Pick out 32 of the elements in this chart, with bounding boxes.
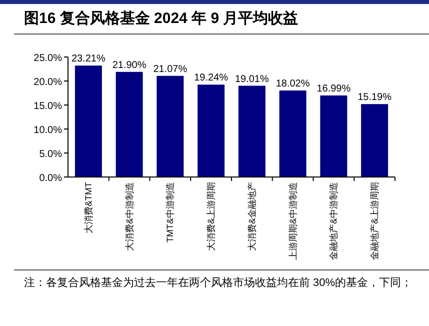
data-label: 18.02% (276, 78, 310, 90)
data-label: 19.24% (194, 72, 228, 84)
data-label: 15.19% (358, 92, 392, 104)
y-tick-label: 15.0% (34, 101, 62, 112)
y-tick-label: 25.0% (34, 53, 62, 64)
data-label: 16.99% (316, 83, 351, 94)
data-label: 21.90% (112, 60, 146, 71)
x-tick-label: 大消费&金融地产 (246, 182, 257, 252)
x-tick-label: 金融地产&中游制造 (328, 182, 339, 260)
bar (238, 86, 266, 177)
title: 图16 复合风格基金 2024 年 9 月平均收益 (24, 9, 298, 28)
data-label: 19.01% (234, 74, 269, 85)
bar (320, 95, 348, 177)
bar (74, 66, 102, 177)
y-tick-label: 20.0% (34, 77, 62, 88)
x-tick-label: 大消费&TMT (83, 182, 94, 234)
x-tick-label: 大消费&中游制造 (124, 182, 134, 252)
y-tick-label: 5.0% (39, 149, 62, 160)
bar (279, 90, 306, 177)
bar (116, 72, 143, 177)
bar (361, 104, 388, 177)
text: 注：各复合风格基金为过去一年在两个风格市场收益均在前 30%的基金，下同； (24, 276, 414, 291)
x-tick-label: 金融地产&上游周期 (370, 182, 380, 260)
data-label: 21.07% (153, 64, 188, 75)
x-tick-label: TMT&中游制造 (165, 182, 176, 242)
x-tick-label: 大消费&上游周期 (206, 182, 216, 252)
x-tick-label: 上游周期&中游制造 (288, 182, 298, 260)
bar (156, 76, 184, 177)
bar (198, 84, 225, 177)
y-tick-label: 10.0% (34, 125, 62, 136)
data-label: 23.21% (71, 54, 106, 65)
y-tick-label: 0.0% (39, 173, 62, 184)
